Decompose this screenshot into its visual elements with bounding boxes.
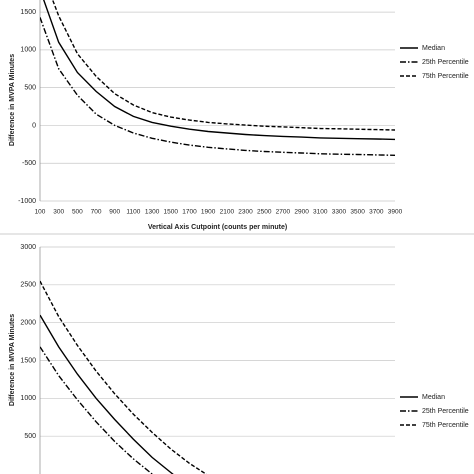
series-line [40, 280, 208, 474]
x-tick-label: 3300 [332, 209, 347, 216]
legend-label: Median [422, 45, 445, 52]
y-tick-label: 0 [32, 122, 36, 129]
y-tick-label: -1000 [18, 198, 36, 205]
series-line [40, 346, 154, 474]
y-tick-label: 500 [24, 84, 36, 91]
y-tick-label: -500 [22, 160, 36, 167]
x-tick-label: 2700 [276, 209, 291, 216]
y-tick-label: 2000 [20, 320, 36, 327]
x-tick-label: 100 [35, 209, 46, 216]
x-tick-label: 900 [109, 209, 120, 216]
x-tick-label: 1700 [182, 209, 197, 216]
y-tick-label: 2500 [20, 282, 36, 289]
x-tick-label: 1100 [126, 209, 140, 216]
legend-label: 75th Percentile [422, 73, 469, 80]
legend-label: 25th Percentile [422, 59, 469, 66]
plot-lines [40, 0, 396, 156]
x-tick-label: 2100 [220, 209, 235, 216]
x-tick-label: 3500 [350, 209, 365, 216]
x-tick-label: 3900 [388, 209, 403, 216]
series-line [43, 0, 396, 141]
legend-label: Median [422, 394, 445, 401]
x-tick-label: 3100 [313, 209, 328, 216]
y-tick-label: 1500 [20, 357, 36, 364]
legend-label: 25th Percentile [422, 408, 469, 415]
x-tick-label: 500 [72, 209, 83, 216]
y-tick-label: 1000 [20, 47, 36, 54]
y-axis-title: Difference in MVPA Minutes [9, 54, 16, 146]
y-axis-title: Difference in MVPA Minutes [9, 314, 16, 406]
x-tick-label: 300 [53, 209, 64, 216]
x-axis-title: Vertical Axis Cutpoint (counts per minut… [148, 224, 287, 231]
x-tick-label: 1900 [201, 209, 216, 216]
x-tick-label: 700 [91, 209, 102, 216]
series-line [51, 0, 396, 131]
series-line [40, 17, 396, 156]
x-tick-label: 3700 [369, 209, 384, 216]
y-tick-label: 1500 [20, 9, 36, 16]
legend-label: 75th Percentile [422, 422, 469, 429]
x-tick-label: 2900 [294, 209, 309, 216]
x-tick-label: 2300 [238, 209, 253, 216]
series-line [40, 314, 174, 474]
plot-lines [40, 280, 208, 474]
x-tick-label: 1300 [145, 209, 160, 216]
y-tick-label: 500 [24, 433, 36, 440]
y-tick-label: 1000 [20, 395, 36, 402]
x-tick-label: 2500 [257, 209, 272, 216]
y-tick-label: 3000 [20, 244, 36, 251]
x-tick-label: 1500 [164, 209, 179, 216]
